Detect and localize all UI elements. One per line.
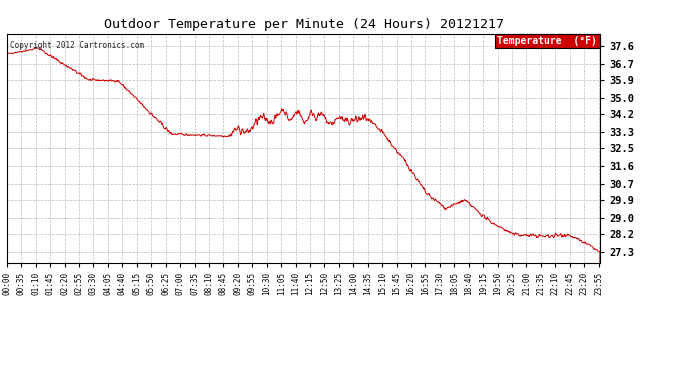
Text: Copyright 2012 Cartronics.com: Copyright 2012 Cartronics.com [10, 40, 144, 50]
Text: Temperature  (°F): Temperature (°F) [497, 36, 598, 46]
Title: Outdoor Temperature per Minute (24 Hours) 20121217: Outdoor Temperature per Minute (24 Hours… [104, 18, 504, 31]
